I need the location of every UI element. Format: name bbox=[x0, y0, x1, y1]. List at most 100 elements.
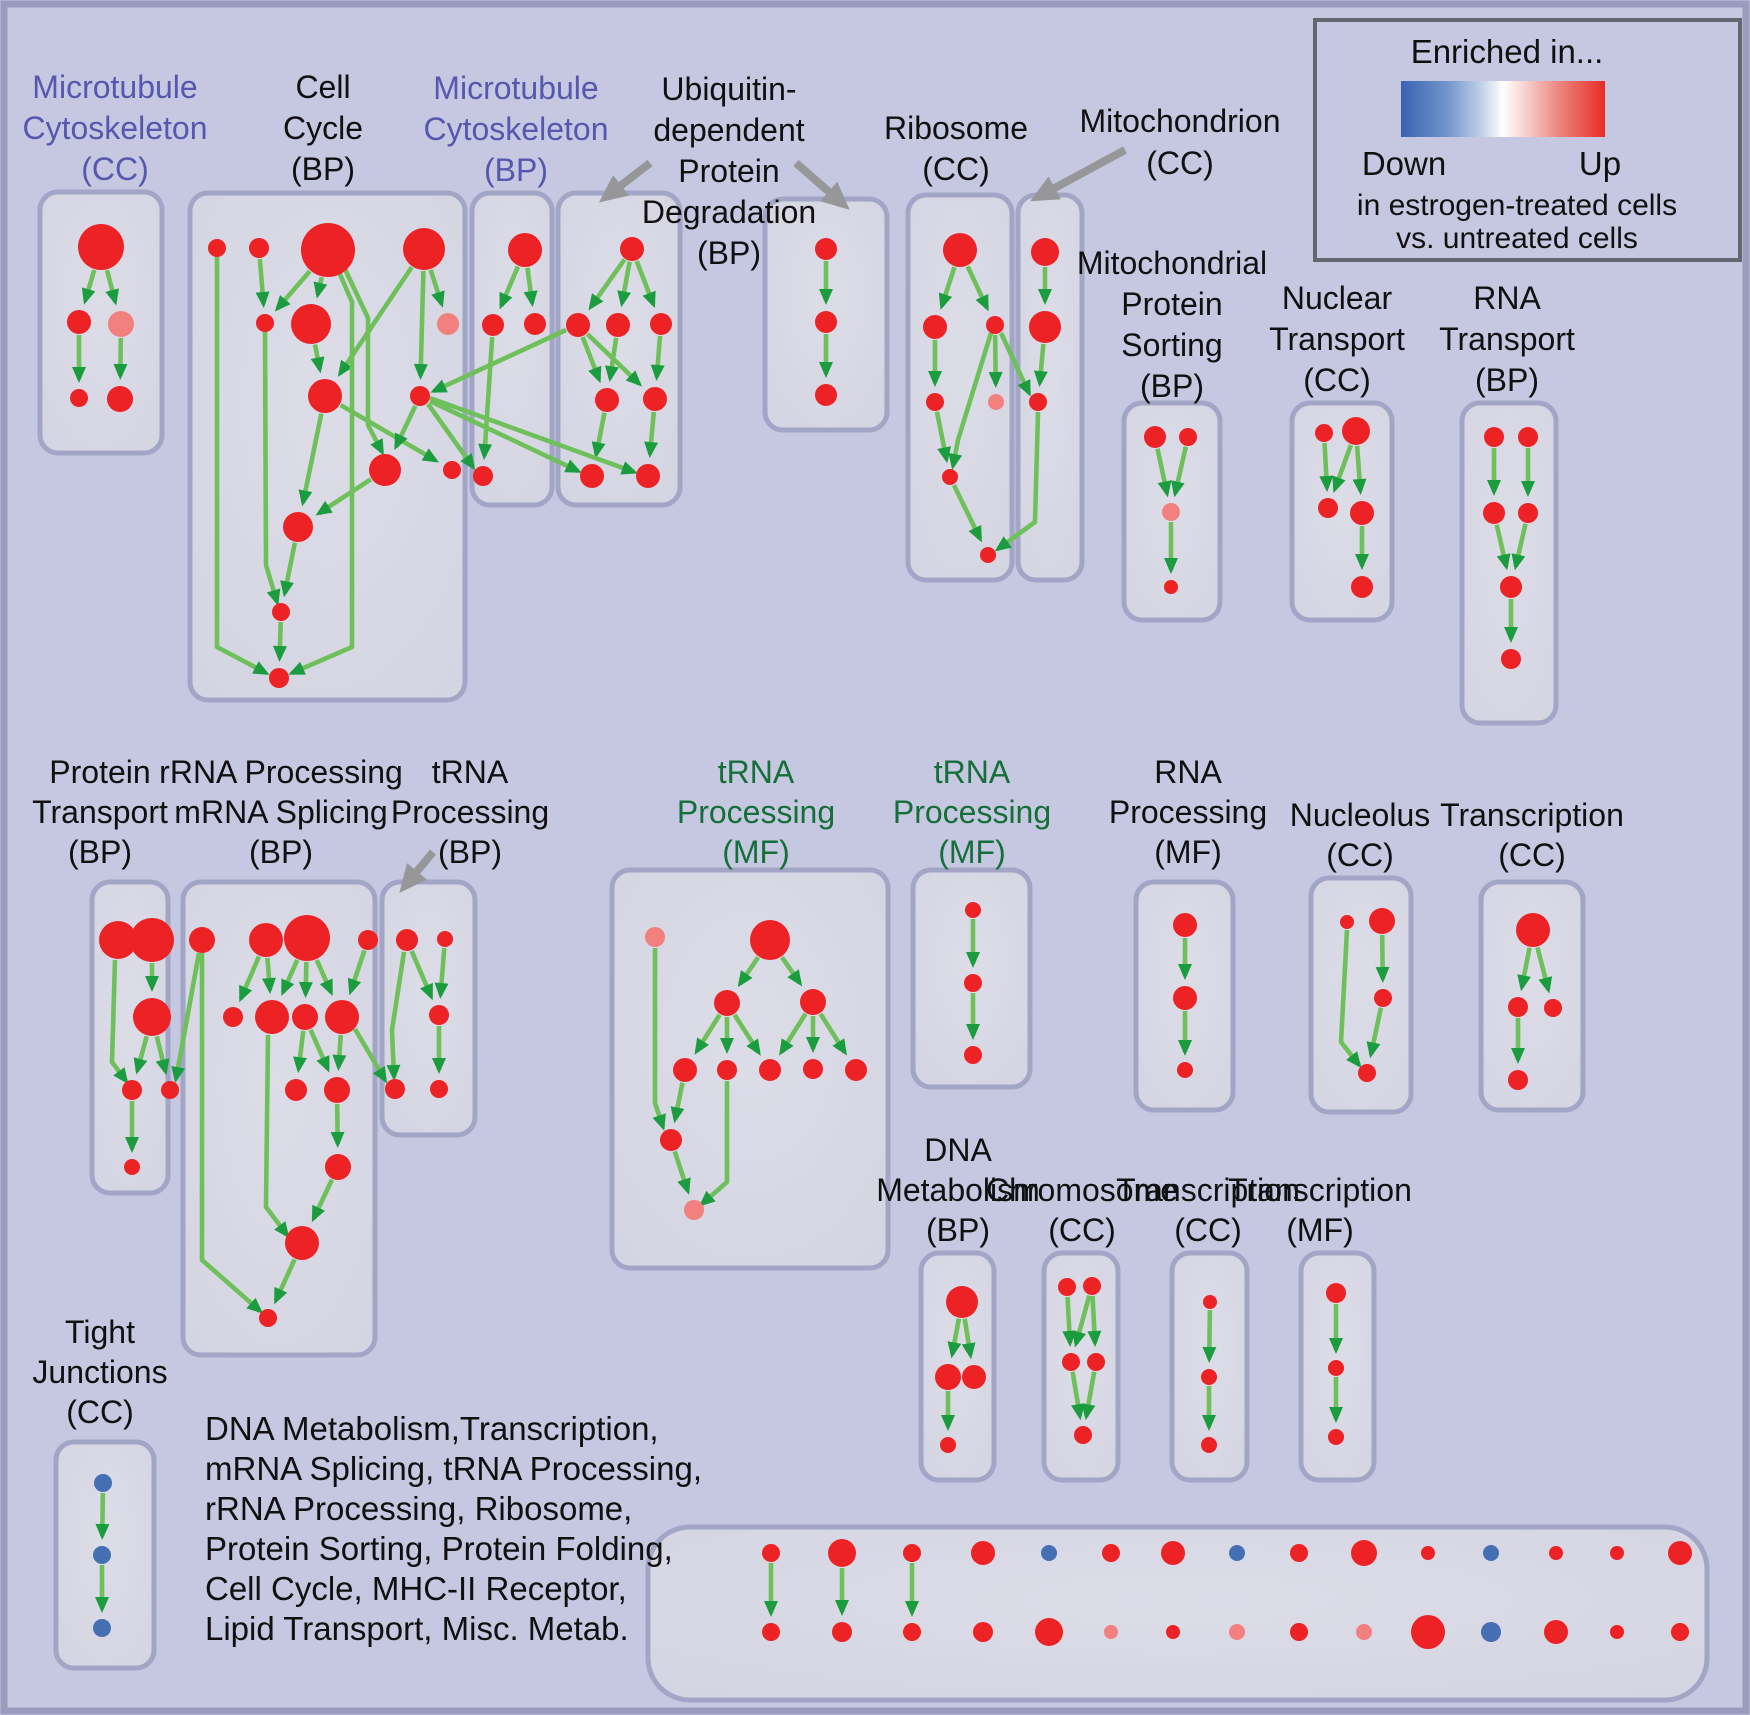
edge-trna-processing-mf-large-8 bbox=[670, 1082, 685, 1124]
edge-poly-rrna-processing-mrna-splicing-bp-0 bbox=[263, 1034, 290, 1239]
edge-cell-cycle-bp-8 bbox=[315, 477, 373, 516]
node-trna-processing-mf-large-7 bbox=[803, 1059, 823, 1079]
node-cell-cycle-bp-4 bbox=[256, 314, 274, 332]
edge-ribosome-cc-1 bbox=[965, 265, 990, 312]
node-mitochondrion-cc-0 bbox=[1031, 238, 1059, 266]
node-ubiquitin-degradation-bp-6 bbox=[580, 464, 604, 488]
node-rna-processing-mf-0 bbox=[1173, 913, 1197, 937]
node-trna-processing-bp-1 bbox=[437, 931, 453, 947]
node-transcription-cc-mid-1 bbox=[1508, 997, 1528, 1017]
node-rna-transport-bp-0 bbox=[1484, 427, 1504, 447]
edge-cell-cycle-bp-1 bbox=[274, 269, 312, 312]
node-cell-cycle-bp-2 bbox=[301, 223, 355, 277]
edge-ubiquitin-degradation-bp-1 bbox=[617, 261, 632, 308]
node-ubiquitin-degradation-bp-0 bbox=[620, 237, 644, 261]
edge-ribosome-cc-3 bbox=[988, 334, 1003, 389]
cross-edge-0 bbox=[430, 327, 567, 394]
node-cell-cycle-bp-0 bbox=[208, 239, 226, 257]
dot-bottom-2 bbox=[903, 1623, 921, 1641]
node-ubiquitin-degradation-bp-1 bbox=[566, 313, 590, 337]
cluster-box-nucleolus-cc bbox=[1308, 875, 1414, 1115]
edge-ubiquitin-degradation-bp-6 bbox=[650, 335, 665, 382]
edge-dna-metabolism-bp-1 bbox=[961, 1318, 976, 1360]
node-ribosome-cc-5 bbox=[942, 469, 958, 485]
dot-top-14 bbox=[1668, 1541, 1692, 1565]
edge-protein-transport-bp-1 bbox=[133, 1035, 149, 1075]
node-microtubule-cytoskeleton-cc-3 bbox=[70, 389, 88, 407]
legend-context-line1: in estrogen-treated cells bbox=[1356, 189, 1678, 222]
edge-protein-transport-bp-2 bbox=[154, 1035, 170, 1076]
node-trna-processing-mf-large-3 bbox=[800, 989, 826, 1015]
node-trna-processing-mf-large-4 bbox=[673, 1058, 697, 1082]
node-microtubule-cytoskeleton-bp-1 bbox=[482, 314, 504, 336]
node-transcription-cc-mid-0 bbox=[1516, 913, 1550, 947]
node-protein-transport-bp-0 bbox=[99, 921, 137, 959]
node-cell-cycle-bp-9 bbox=[410, 386, 430, 406]
node-rrna-processing-mrna-splicing-bp-5 bbox=[255, 1000, 289, 1034]
node-tight-junctions-cc-0 bbox=[94, 1474, 112, 1492]
edge-poly-cell-cycle-bp-1 bbox=[288, 271, 355, 676]
cross-edge-7 bbox=[171, 952, 202, 1083]
dot-bottom-13 bbox=[1610, 1625, 1624, 1639]
node-rrna-processing-mrna-splicing-bp-1 bbox=[249, 923, 283, 957]
dot-bottom-12 bbox=[1544, 1620, 1568, 1644]
node-protein-transport-bp-3 bbox=[122, 1080, 142, 1100]
edge-cell-cycle-bp-4 bbox=[413, 270, 428, 381]
node-tight-junctions-cc-2 bbox=[93, 1619, 111, 1637]
node-trna-processing-mf-large-9 bbox=[660, 1129, 682, 1151]
edge-poly-cell-cycle-bp-3 bbox=[262, 331, 281, 606]
edge-ubiquitin-degradation-bp-8 bbox=[644, 411, 659, 459]
dot-top-1 bbox=[828, 1539, 856, 1567]
dot-top-3 bbox=[971, 1541, 995, 1565]
dot-top-9 bbox=[1351, 1540, 1377, 1566]
legend-context-line2: vs. untreated cells bbox=[1396, 222, 1638, 255]
node-nuclear-transport-cc-0 bbox=[1315, 424, 1333, 442]
node-chromosome-cc-4 bbox=[1074, 1426, 1092, 1444]
edge-trna-processing-mf-large-7 bbox=[818, 1012, 847, 1056]
node-rrna-processing-mrna-splicing-bp-8 bbox=[285, 1079, 307, 1101]
edge-microtubule-cytoskeleton-bp-2 bbox=[478, 336, 495, 461]
node-ubiquitin-degradation-bp-4 bbox=[595, 388, 619, 412]
node-ribosome-cc-2 bbox=[986, 316, 1004, 334]
node-trna-processing-bp-2 bbox=[429, 1005, 449, 1025]
dot-top-5 bbox=[1102, 1544, 1120, 1562]
node-transcription-cc-mid-3 bbox=[1508, 1070, 1528, 1090]
node-transcription-cc-mid-2 bbox=[1544, 999, 1562, 1017]
edge-poly-cell-cycle-bp-0 bbox=[214, 257, 270, 676]
dot-bottom-0 bbox=[762, 1623, 780, 1641]
node-rna-processing-mf-1 bbox=[1173, 986, 1197, 1010]
edge-poly-protein-transport-bp-0 bbox=[109, 959, 129, 1085]
node-transcription-cc-bottom-2 bbox=[1201, 1437, 1217, 1453]
node-rrna-processing-mrna-splicing-bp-11 bbox=[285, 1226, 319, 1260]
edge-rrna-processing-mrna-splicing-bp-9 bbox=[330, 1103, 345, 1149]
node-rrna-processing-mrna-splicing-bp-0 bbox=[189, 927, 215, 953]
edge-ubiquitin-degradation-bp-2 bbox=[634, 260, 656, 309]
node-cell-cycle-bp-10 bbox=[283, 512, 313, 542]
node-mitochondrion-cc-1 bbox=[1029, 311, 1061, 343]
node-mitochondrial-protein-sorting-bp-0 bbox=[1144, 426, 1166, 448]
edge-rrna-processing-mrna-splicing-bp-8 bbox=[332, 1034, 347, 1072]
dot-bottom-7 bbox=[1229, 1624, 1245, 1640]
dot-bottom-3 bbox=[973, 1622, 993, 1642]
node-trna-processing-mf-small-0 bbox=[965, 902, 981, 918]
node-trna-processing-mf-large-6 bbox=[759, 1059, 781, 1081]
cross-edge-3 bbox=[429, 395, 638, 475]
edge-chromosome-cc-2 bbox=[1087, 1295, 1102, 1348]
node-nuclear-transport-cc-4 bbox=[1351, 576, 1373, 598]
edge-rrna-processing-mrna-splicing-bp-7 bbox=[308, 1028, 330, 1073]
edge-ribosome-cc-5 bbox=[951, 484, 983, 543]
dot-bottom-6 bbox=[1166, 1625, 1180, 1639]
cross-edge-2 bbox=[429, 398, 582, 474]
node-ubiquitin-degradation-bp-2 bbox=[606, 313, 630, 337]
edge-rrna-processing-mrna-splicing-bp-2 bbox=[280, 959, 300, 996]
edge-cell-cycle-bp-3 bbox=[428, 269, 445, 308]
node-nuclear-transport-cc-3 bbox=[1350, 501, 1374, 525]
edge-rna-transport-bp-2 bbox=[1494, 524, 1511, 571]
edge-cell-cycle-bp-2 bbox=[313, 276, 328, 299]
edge-poly-nucleolus-cc-0 bbox=[1338, 929, 1362, 1069]
cluster-box-rrna-processing-mrna-splicing-bp bbox=[180, 879, 378, 1358]
node-tight-junctions-cc-1 bbox=[93, 1546, 111, 1564]
edge-rrna-processing-mrna-splicing-bp-3 bbox=[298, 961, 313, 999]
edge-rrna-processing-mrna-splicing-bp-5 bbox=[347, 949, 367, 996]
